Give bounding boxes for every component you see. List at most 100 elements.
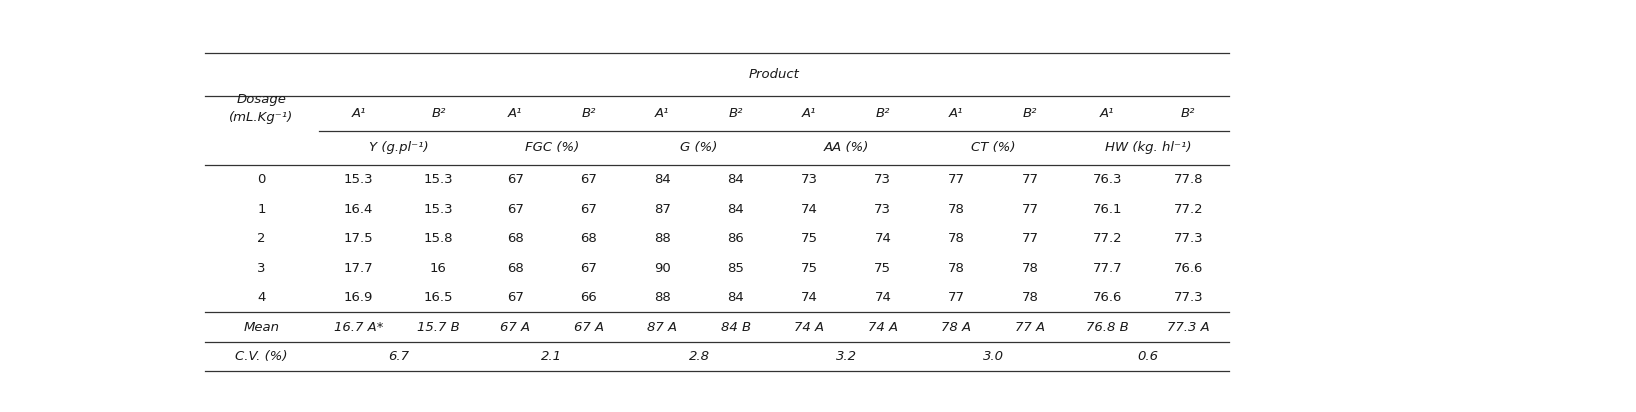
Text: 73: 73 [874, 173, 892, 186]
Text: 16.9: 16.9 [344, 291, 373, 304]
Text: 16.4: 16.4 [344, 203, 373, 215]
Text: 67: 67 [507, 173, 524, 186]
Text: 76.3: 76.3 [1093, 173, 1122, 186]
Text: 75: 75 [874, 262, 892, 275]
Text: 67: 67 [581, 173, 597, 186]
Text: 77.8: 77.8 [1173, 173, 1202, 186]
Text: 84: 84 [728, 203, 744, 215]
Text: 17.7: 17.7 [344, 262, 373, 275]
Text: 77.3 A: 77.3 A [1166, 321, 1209, 334]
Text: 67 A: 67 A [501, 321, 530, 334]
Text: A¹: A¹ [802, 107, 816, 120]
Text: 77: 77 [1021, 203, 1039, 215]
Text: 74: 74 [802, 291, 818, 304]
Text: A¹: A¹ [1099, 107, 1114, 120]
Text: 77.2: 77.2 [1173, 203, 1202, 215]
Text: B²: B² [432, 107, 445, 120]
Text: 3.2: 3.2 [836, 350, 857, 363]
Text: 0.6: 0.6 [1137, 350, 1158, 363]
Text: 75: 75 [800, 232, 818, 245]
Text: A¹: A¹ [949, 107, 964, 120]
Text: 2.8: 2.8 [689, 350, 710, 363]
Text: AA (%): AA (%) [823, 141, 869, 154]
Text: 84: 84 [728, 291, 744, 304]
Text: Y (g.pl⁻¹): Y (g.pl⁻¹) [368, 141, 429, 154]
Text: 16.5: 16.5 [424, 291, 453, 304]
Text: A¹: A¹ [507, 107, 522, 120]
Text: 77.2: 77.2 [1093, 232, 1122, 245]
Text: 86: 86 [728, 232, 744, 245]
Text: Dosage
(mL.Kg⁻¹): Dosage (mL.Kg⁻¹) [229, 93, 294, 124]
Text: 67 A: 67 A [574, 321, 604, 334]
Text: 74: 74 [874, 232, 892, 245]
Text: 67: 67 [581, 262, 597, 275]
Text: 15.8: 15.8 [424, 232, 453, 245]
Text: 6.7: 6.7 [388, 350, 409, 363]
Text: 78: 78 [947, 232, 965, 245]
Text: 16.7 A*: 16.7 A* [334, 321, 383, 334]
Text: 74: 74 [802, 203, 818, 215]
Text: 77.3: 77.3 [1173, 291, 1202, 304]
Text: 67: 67 [581, 203, 597, 215]
Text: 87 A: 87 A [648, 321, 677, 334]
Text: 15.3: 15.3 [424, 203, 453, 215]
Text: 90: 90 [654, 262, 671, 275]
Text: 76.8 B: 76.8 B [1086, 321, 1129, 334]
Text: B²: B² [728, 107, 743, 120]
Text: 84: 84 [728, 173, 744, 186]
Text: 77: 77 [1021, 173, 1039, 186]
Text: 16: 16 [430, 262, 447, 275]
Text: 77: 77 [1021, 232, 1039, 245]
Text: 88: 88 [654, 291, 671, 304]
Text: 87: 87 [654, 203, 671, 215]
Text: 66: 66 [581, 291, 597, 304]
Text: 76.6: 76.6 [1173, 262, 1202, 275]
Text: 76.6: 76.6 [1093, 291, 1122, 304]
Text: 2.1: 2.1 [542, 350, 563, 363]
Text: B²: B² [1022, 107, 1037, 120]
Text: 78: 78 [947, 203, 965, 215]
Text: 74: 74 [874, 291, 892, 304]
Text: 73: 73 [874, 203, 892, 215]
Text: G (%): G (%) [681, 141, 718, 154]
Text: 78: 78 [1021, 262, 1039, 275]
Text: 74 A: 74 A [867, 321, 898, 334]
Text: FGC (%): FGC (%) [525, 141, 579, 154]
Text: 0: 0 [257, 173, 265, 186]
Text: Mean: Mean [244, 321, 280, 334]
Text: 77: 77 [947, 173, 965, 186]
Text: 67: 67 [507, 291, 524, 304]
Text: 15.3: 15.3 [424, 173, 453, 186]
Text: 67: 67 [507, 203, 524, 215]
Text: 78: 78 [947, 262, 965, 275]
Text: 17.5: 17.5 [344, 232, 373, 245]
Text: 85: 85 [728, 262, 744, 275]
Text: 78: 78 [1021, 291, 1039, 304]
Text: Product: Product [748, 68, 800, 81]
Text: 84: 84 [654, 173, 671, 186]
Text: 73: 73 [800, 173, 818, 186]
Text: A¹: A¹ [352, 107, 366, 120]
Text: HW (kg. hl⁻¹): HW (kg. hl⁻¹) [1104, 141, 1191, 154]
Text: CT (%): CT (%) [970, 141, 1016, 154]
Text: 68: 68 [507, 262, 524, 275]
Text: 78 A: 78 A [941, 321, 972, 334]
Text: 75: 75 [800, 262, 818, 275]
Text: 77: 77 [947, 291, 965, 304]
Text: 77.3: 77.3 [1173, 232, 1202, 245]
Text: 68: 68 [581, 232, 597, 245]
Text: 68: 68 [507, 232, 524, 245]
Text: 77.7: 77.7 [1093, 262, 1122, 275]
Text: 74 A: 74 A [793, 321, 825, 334]
Text: 2: 2 [257, 232, 265, 245]
Text: 76.1: 76.1 [1093, 203, 1122, 215]
Text: 84 B: 84 B [721, 321, 751, 334]
Text: B²: B² [1181, 107, 1196, 120]
Text: B²: B² [875, 107, 890, 120]
Text: 15.3: 15.3 [344, 173, 373, 186]
Text: B²: B² [581, 107, 596, 120]
Text: 3.0: 3.0 [983, 350, 1003, 363]
Text: 77 A: 77 A [1014, 321, 1045, 334]
Text: 4: 4 [257, 291, 265, 304]
Text: 88: 88 [654, 232, 671, 245]
